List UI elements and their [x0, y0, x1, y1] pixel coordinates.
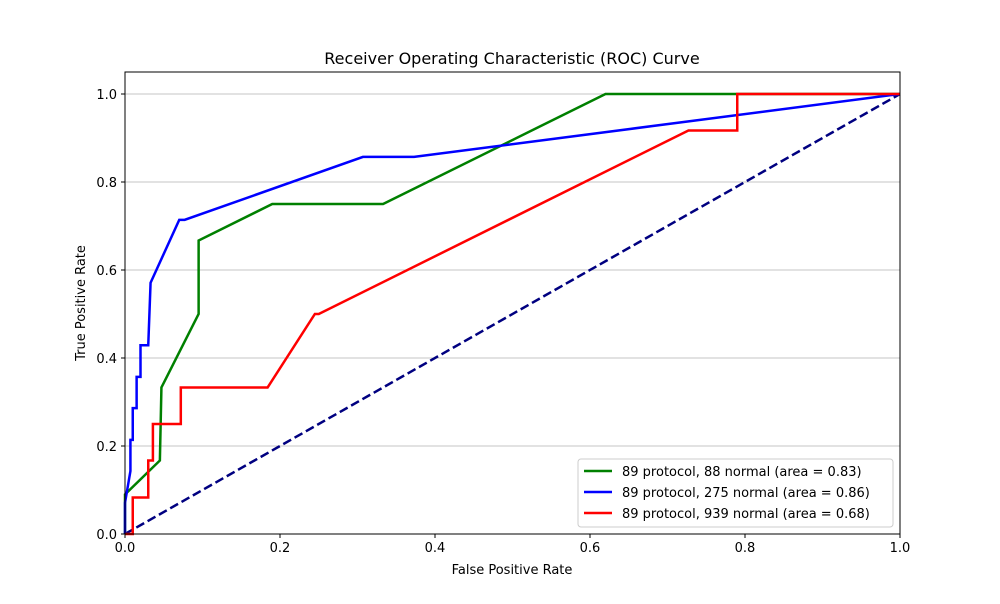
series-line-1 — [123, 92, 901, 534]
x-axis-ticks: 0.0 0.2 0.4 0.6 0.8 1.0 — [115, 534, 911, 556]
x-tick-label-0: 0.0 — [115, 541, 136, 556]
x-tick-label-5: 1.0 — [890, 541, 911, 556]
y-tick-label-0: 0.0 — [96, 528, 117, 543]
reference-diagonal-line — [124, 92, 901, 536]
legend-label-0: 89 protocol, 88 normal (area = 0.83) — [622, 465, 862, 480]
x-axis-label: False Positive Rate — [452, 563, 573, 578]
x-tick-label-1: 0.2 — [270, 541, 291, 556]
y-tick-label-1: 0.2 — [96, 440, 117, 455]
y-axis-ticks: 0.0 0.2 0.4 0.6 0.8 1.0 — [96, 88, 125, 543]
x-tick-label-2: 0.4 — [425, 541, 446, 556]
y-tick-label-5: 1.0 — [96, 88, 117, 103]
y-tick-label-2: 0.4 — [96, 352, 117, 367]
x-tick-label-4: 0.8 — [735, 541, 756, 556]
reference-line-group — [124, 92, 901, 536]
y-axis-label: True Positive Rate — [74, 245, 89, 362]
legend: 89 protocol, 88 normal (area = 0.83) 89 p… — [577, 458, 894, 528]
y-tick-label-3: 0.6 — [96, 264, 117, 279]
legend-label-1: 89 protocol, 275 normal (area = 0.86) — [622, 486, 870, 501]
legend-label-2: 89 protocol, 939 normal (area = 0.68) — [622, 507, 870, 522]
plot-frame — [124, 71, 901, 535]
y-tick-label-4: 0.8 — [96, 176, 117, 191]
legend-box — [577, 458, 894, 528]
chart-title: Receiver Operating Characteristic (ROC) … — [324, 49, 699, 68]
series-line-2 — [125, 92, 900, 536]
x-tick-label-3: 0.6 — [580, 541, 601, 556]
